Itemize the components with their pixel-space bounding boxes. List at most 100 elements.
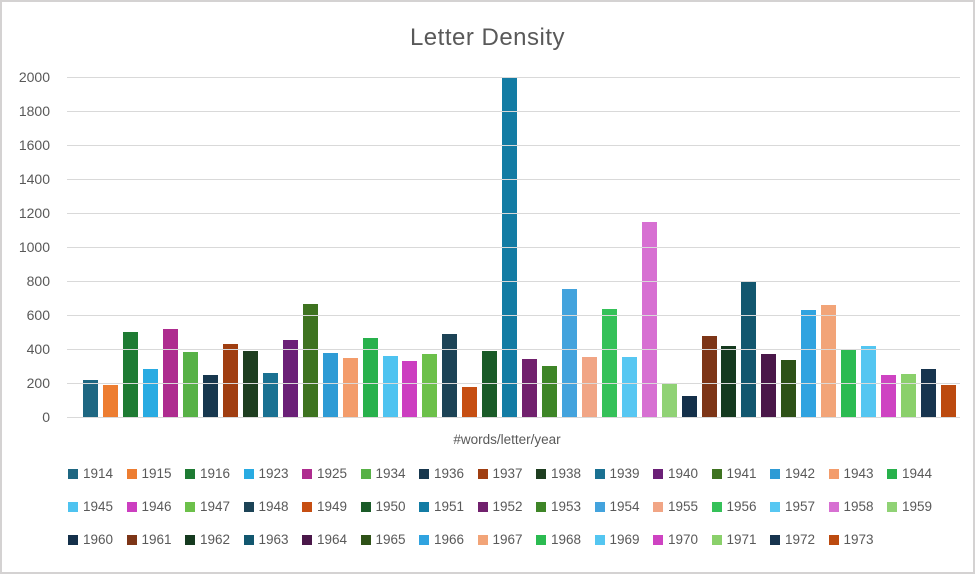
bar-slot [659,77,679,417]
legend-label: 1914 [83,466,114,481]
bar-slot [719,77,739,417]
legend-swatch-icon [711,468,722,479]
legend-item-1967: 1967 [477,532,537,547]
bar-1958 [641,222,657,417]
gridline [67,315,960,316]
bar-1941 [302,303,318,417]
legend-item-1945: 1945 [68,499,127,514]
bar-slot [460,77,480,417]
legend-label: 1961 [141,532,172,547]
legend-swatch-icon [536,534,546,545]
legend-swatch-icon [185,468,195,479]
legend-swatch-icon [770,468,780,479]
bar-slot [400,77,420,417]
legend-label: 1952 [492,499,523,514]
bar-slot [639,77,659,417]
bar-slot [201,77,221,417]
bar-1970 [880,375,896,417]
legend-swatch-icon [185,534,195,545]
legend-swatch-icon [828,468,839,479]
legend-label: 1946 [141,499,172,514]
legend-label: 1973 [843,532,874,547]
bar-1962 [721,346,737,417]
legend-item-1923: 1923 [243,466,303,481]
legend-row: 1960 1961 1962 1963 1964 1965 1966 1967 1968 1969… [68,532,953,547]
bar-slot [619,77,639,417]
legend-item-1952: 1952 [477,499,537,514]
bar-1940 [282,339,298,417]
legend-swatch-icon [243,534,254,545]
legend-item-1961: 1961 [126,532,186,547]
legend-label: 1956 [726,499,757,514]
legend-label: 1951 [434,499,465,514]
bar-1925 [163,328,179,417]
y-tick-label: 0 [42,409,50,425]
legend-swatch-icon [302,534,312,545]
bar-slot [918,77,938,417]
legend-label: 1944 [902,466,933,481]
bar-slot [121,77,141,417]
legend-item-1938: 1938 [536,466,595,481]
bar-slot [81,77,101,417]
x-axis-label: #words/letter/year [453,432,561,447]
legend-swatch-icon [887,468,897,479]
bar-slot [340,77,360,417]
bar-1966 [801,309,817,417]
legend-item-1939: 1939 [594,466,654,481]
bar-slot [759,77,779,417]
legend-swatch-icon [302,501,312,512]
legend-item-1956: 1956 [711,499,771,514]
gridline [67,349,960,350]
legend-item-1942: 1942 [770,466,829,481]
legend-item-1966: 1966 [419,532,478,547]
y-axis: 0 200 400 600 800 1000 1200 1400 1600 1800 2000 [2,69,58,425]
bar-slot [879,77,899,417]
legend-swatch-icon [653,468,663,479]
legend-label: 1934 [375,466,406,481]
legend-label: 1942 [785,466,816,481]
y-tick-label: 1000 [18,239,50,255]
bar-1949 [462,387,478,417]
legend-label: 1955 [668,499,699,514]
legend-item-1944: 1944 [887,466,946,481]
bar-slot [320,77,340,417]
legend-swatch-icon [419,468,429,479]
legend-label: 1971 [726,532,757,547]
gridline [67,247,960,248]
legend-label: 1937 [492,466,523,481]
legend-item-1916: 1916 [185,466,244,481]
y-tick-label: 200 [26,375,50,391]
gridline [67,77,960,78]
legend-swatch-icon [419,501,429,512]
legend-swatch-icon [653,534,663,545]
legend-item-1963: 1963 [243,532,303,547]
bar-slot [679,77,699,417]
y-tick-label: 1200 [18,205,50,221]
bar-1972 [920,368,936,417]
legend-label: 1960 [83,532,114,547]
bar-slot [280,77,300,417]
legend-swatch-icon [68,468,78,479]
legend-item-1914: 1914 [68,466,127,481]
legend-item-1958: 1958 [828,499,888,514]
bar-slot [540,77,560,417]
legend-item-1915: 1915 [126,466,186,481]
plot-area [67,77,960,418]
bar-slot [141,77,161,417]
legend-swatch-icon [594,501,605,512]
legend-swatch-icon [68,534,78,545]
legend-label: 1969 [609,532,640,547]
legend-item-1973: 1973 [828,532,888,547]
legend-item-1934: 1934 [360,466,420,481]
legend-label: 1940 [668,466,699,481]
legend-swatch-icon [594,534,605,545]
bar-1939 [262,372,278,417]
legend-swatch-icon [126,534,137,545]
legend-swatch-icon [126,501,137,512]
bar-1961 [701,336,717,417]
legend-item-1959: 1959 [887,499,946,514]
bar-series-container [81,77,958,417]
legend-swatch-icon [360,501,371,512]
y-tick-label: 400 [26,341,50,357]
legend-label: 1965 [375,532,406,547]
